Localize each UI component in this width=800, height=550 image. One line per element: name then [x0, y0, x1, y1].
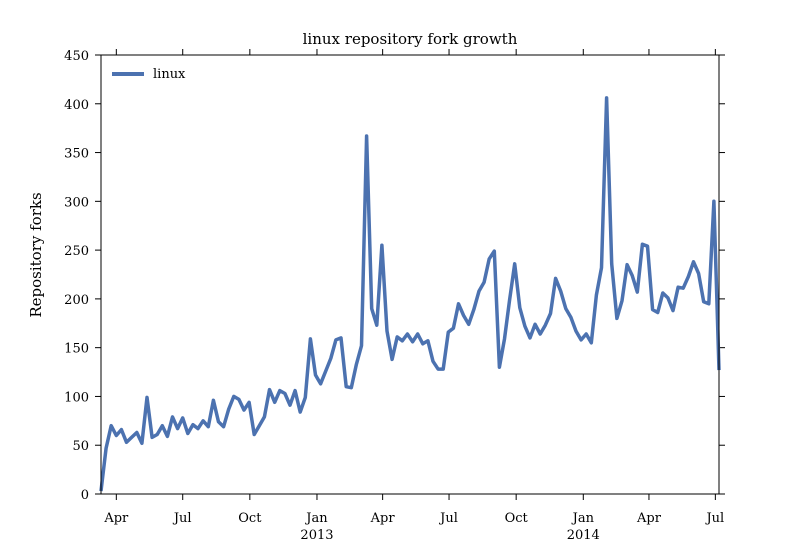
y-tick-label: 350: [64, 147, 89, 162]
x-tick-label: Apr: [103, 511, 129, 526]
x-tick-label: Jul: [172, 511, 192, 526]
legend-label-linux: linux: [153, 67, 186, 82]
x-tick-year-label: 2013: [300, 528, 333, 543]
y-tick-label: 100: [64, 390, 89, 405]
x-tick-label: Apr: [636, 511, 662, 526]
y-axis-label: Repository forks: [27, 192, 45, 317]
y-tick-label: 450: [64, 49, 89, 64]
y-tick-label: 400: [64, 98, 89, 113]
y-axis: 0 50 100 150 200 250 300 350 400 450: [64, 49, 725, 503]
x-tick-label: Jan: [571, 511, 595, 526]
series-layer: [99, 96, 721, 492]
y-tick-label: 0: [81, 488, 89, 503]
x-tick-label: Oct: [238, 511, 262, 526]
x-tick-label: Apr: [370, 511, 396, 526]
chart-title: linux repository fork growth: [303, 30, 518, 48]
series-line-linux: [99, 96, 721, 492]
x-tick-label: Jul: [438, 511, 458, 526]
y-tick-label: 50: [72, 439, 89, 454]
x-tick-label: Oct: [505, 511, 529, 526]
y-tick-label: 250: [64, 244, 89, 259]
plot-frame: [100, 54, 720, 495]
y-tick-label: 300: [64, 195, 89, 210]
y-tick-label: 150: [64, 342, 89, 357]
y-tick-label: 200: [64, 293, 89, 308]
x-tick-year-label: 2014: [567, 528, 600, 543]
x-axis: Apr Jul Oct Jan 2013 Apr Jul Oct Jan 2014 Apr Jul: [103, 49, 724, 543]
x-tick-label: Jul: [704, 511, 724, 526]
legend: linux: [112, 67, 186, 82]
x-tick-label: Jan: [304, 511, 328, 526]
